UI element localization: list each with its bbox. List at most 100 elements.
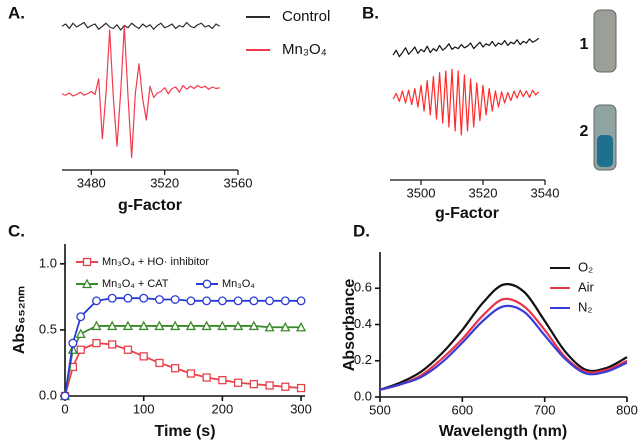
marker — [280, 321, 291, 332]
x-tick-label: 3540 — [531, 185, 560, 200]
marker — [295, 321, 307, 332]
x-tick-label: 3520 — [150, 175, 179, 190]
marker — [249, 379, 259, 389]
marker — [265, 381, 274, 390]
marker — [138, 320, 149, 331]
marker — [248, 320, 259, 331]
marker — [68, 338, 78, 348]
marker — [233, 320, 244, 331]
x-tick-label: 600 — [451, 402, 473, 417]
sample-tubes — [593, 9, 617, 171]
x-axis-label: Wavelength (nm) — [439, 423, 567, 440]
series-line — [392, 68, 540, 136]
marker — [170, 295, 180, 304]
y-tick-label: 0.0 — [354, 388, 372, 403]
legend-label: Mn₃O₄ — [222, 278, 255, 290]
marker — [171, 364, 180, 373]
x-tick-label: 800 — [616, 402, 638, 417]
marker — [202, 279, 212, 289]
y-tick-label: 0.0 — [39, 387, 57, 402]
marker — [108, 340, 117, 349]
marker — [123, 345, 133, 354]
y-tick-label: 0.4 — [354, 316, 372, 331]
marker — [81, 278, 93, 289]
marker — [265, 296, 275, 306]
x-tick-label: 3480 — [77, 175, 106, 190]
marker — [202, 373, 211, 382]
panel-label: C. — [8, 221, 25, 240]
legend-label: Air — [578, 279, 595, 294]
marker — [186, 369, 196, 378]
marker — [296, 296, 306, 306]
panel-label: B. — [362, 3, 379, 22]
series-line — [61, 25, 220, 159]
sample-label: 2 — [580, 123, 589, 140]
x-tick-label: 0 — [61, 401, 68, 416]
marker — [155, 358, 164, 368]
x-axis-label: g-Factor — [435, 205, 499, 222]
marker — [107, 320, 118, 331]
legend-label: Control — [282, 8, 330, 25]
legend-label: Mn₃O₄ + CAT — [102, 278, 169, 290]
legend-label: O₂ — [578, 259, 593, 274]
series-line — [379, 304, 628, 391]
marker — [217, 296, 227, 306]
x-tick-label: 3520 — [469, 185, 498, 200]
legend-label: Mn₃O₄ — [282, 41, 327, 58]
sample-label: 1 — [580, 36, 589, 53]
series-line — [379, 297, 628, 391]
legend-label: Mn₃O₄ + HO· inhibitor — [102, 256, 209, 268]
x-tick-label: 3500 — [407, 185, 436, 200]
marker — [264, 321, 275, 332]
series-line — [379, 283, 628, 391]
x-tick-label: 3560 — [224, 175, 253, 190]
y-tick-label: 1.0 — [39, 255, 57, 270]
marker — [154, 320, 165, 331]
y-tick-label: 0.6 — [354, 280, 372, 295]
marker — [233, 296, 243, 306]
panel-label: D. — [353, 221, 370, 240]
series-line — [392, 37, 540, 58]
series-line — [61, 21, 220, 31]
legend-label: N₂ — [578, 299, 592, 314]
marker — [201, 320, 212, 331]
marker — [60, 391, 70, 401]
marker — [186, 296, 196, 306]
x-tick-label: 100 — [133, 401, 155, 416]
marker — [249, 296, 259, 306]
x-tick-label: 300 — [290, 401, 312, 416]
marker — [170, 320, 181, 331]
marker — [107, 293, 117, 303]
y-axis-label: Abs₆₅₂ₙₘ — [11, 286, 28, 354]
marker — [218, 375, 227, 385]
x-axis-label: g-Factor — [118, 197, 182, 214]
x-tick-label: 500 — [369, 402, 391, 417]
marker — [82, 257, 92, 267]
marker — [92, 296, 101, 306]
marker — [202, 296, 212, 306]
marker — [185, 320, 196, 331]
marker — [123, 293, 133, 303]
marker — [280, 296, 290, 306]
marker — [281, 382, 290, 391]
y-tick-label: 0.5 — [39, 321, 57, 336]
marker — [154, 295, 164, 304]
tube-2-blue — [597, 135, 613, 167]
marker — [122, 320, 134, 331]
marker — [233, 378, 243, 387]
y-axis-label: Absorbance — [341, 279, 358, 372]
marker — [76, 345, 85, 354]
marker — [296, 383, 306, 393]
tube-1 — [593, 9, 617, 73]
marker — [217, 320, 228, 331]
x-tick-label: 200 — [212, 401, 234, 416]
marker — [75, 328, 86, 339]
x-tick-label: 700 — [534, 402, 556, 417]
marker — [91, 320, 102, 331]
marker — [139, 293, 149, 303]
marker — [139, 352, 148, 361]
x-axis-label: Time (s) — [154, 423, 215, 440]
marker — [76, 312, 86, 322]
panel-label: A. — [8, 3, 25, 22]
